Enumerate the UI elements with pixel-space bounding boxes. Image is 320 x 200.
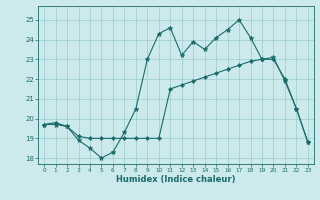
X-axis label: Humidex (Indice chaleur): Humidex (Indice chaleur) (116, 175, 236, 184)
